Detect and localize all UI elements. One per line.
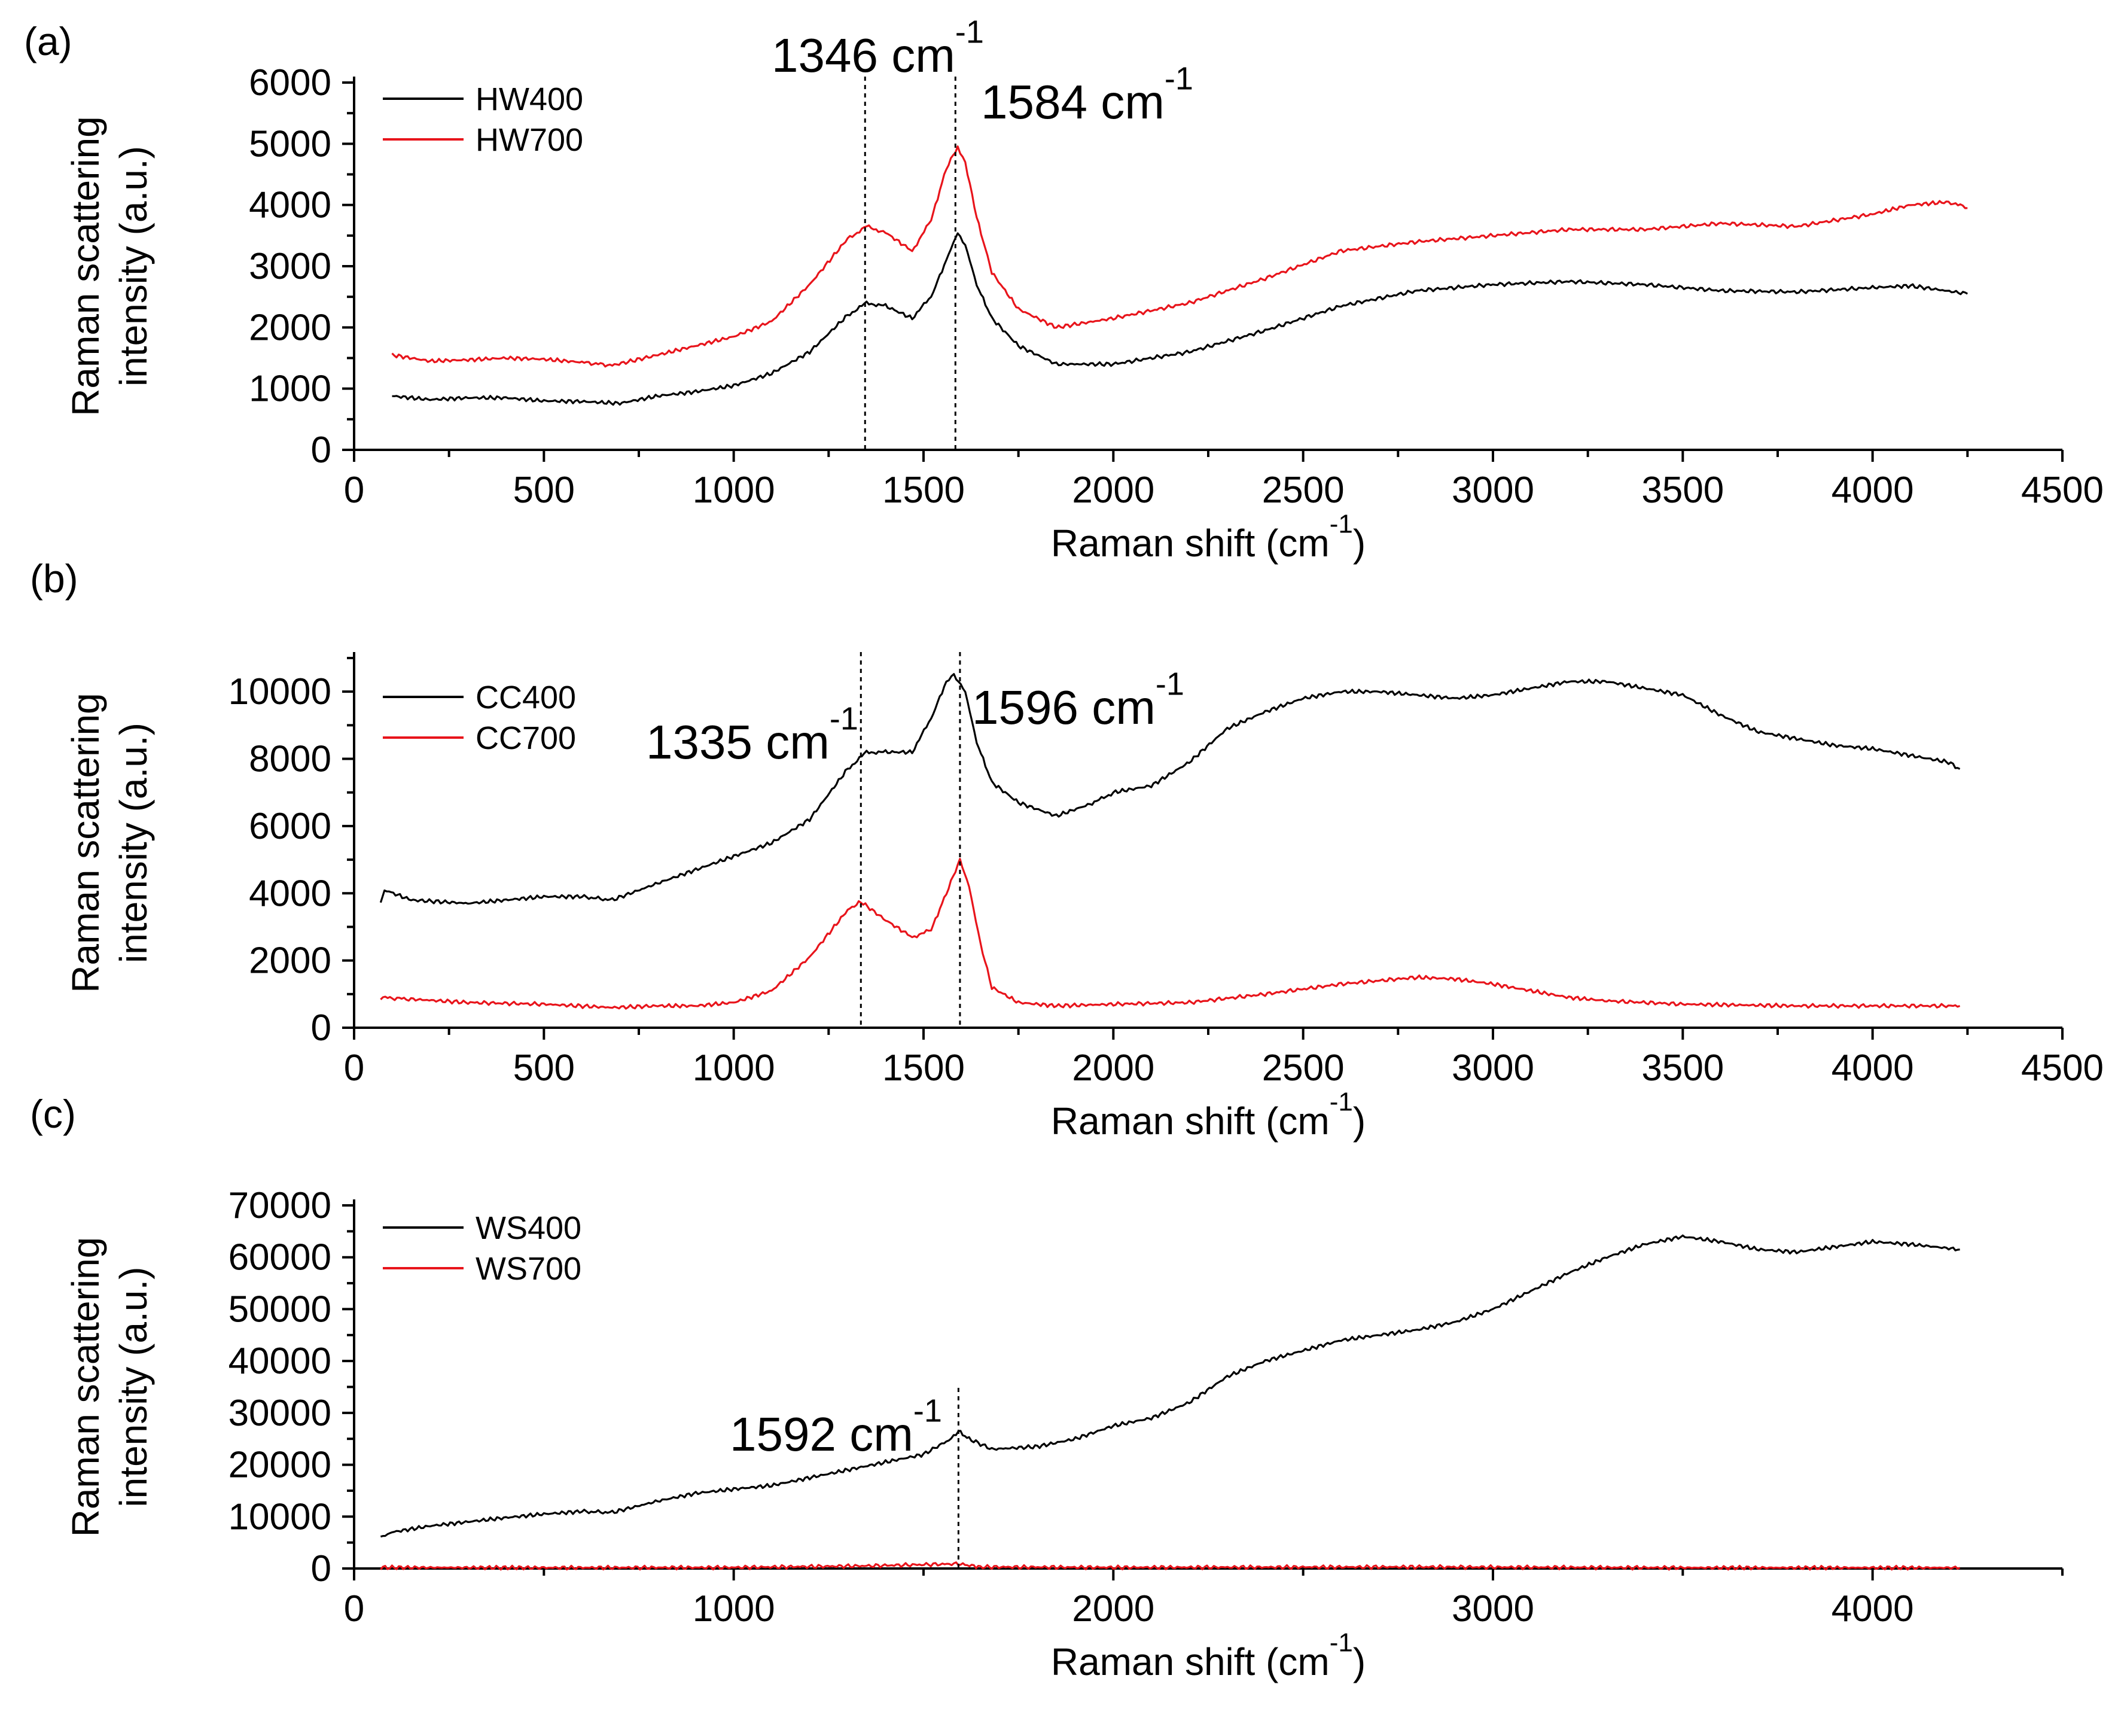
x-tick-label: 2000: [1072, 1047, 1154, 1089]
x-tick-label: 4000: [1832, 470, 1914, 511]
x-tick-label: 1000: [693, 1047, 775, 1089]
x-tick-label: 4500: [2021, 470, 2104, 511]
peak-label: 1592 cm-1: [730, 1393, 942, 1461]
series-line-cc700: [380, 858, 1961, 1010]
x-tick-label: 2000: [1072, 1588, 1154, 1630]
x-tick-label: 1000: [693, 470, 775, 511]
x-axis-title: Raman shift (cm-1): [1051, 1087, 1366, 1143]
x-tick-label: 2500: [1262, 470, 1345, 511]
axes-frame: [353, 77, 2062, 451]
legend-label: HW700: [476, 122, 583, 158]
legend-label: WS400: [476, 1210, 581, 1246]
y-tick-label: 2000: [249, 940, 331, 982]
x-tick-label: 3000: [1452, 470, 1534, 511]
peak-label: 1584 cm-1: [981, 60, 1193, 129]
y-tick-label: 0: [311, 1007, 331, 1049]
panel-a: (a) 0 500 1000 1500 2000 2500 3000 3500 4000 4500 0…: [24, 14, 2104, 565]
x-tick-label: 2500: [1262, 1047, 1345, 1089]
y-axis-title: Raman scattering intensity (a.u.): [64, 693, 155, 993]
series-line-ws700: [380, 1561, 1961, 1571]
y-tick-label: 4000: [249, 873, 331, 914]
legend-label: WS700: [476, 1251, 581, 1287]
y-tick-label: 5000: [249, 123, 331, 165]
y-tick-label: 10000: [228, 1496, 331, 1537]
x-tick-label: 1000: [693, 1588, 775, 1630]
x-tick-label: 0: [344, 1047, 364, 1089]
peak-label: 1346 cm-1: [772, 14, 984, 82]
y-tick-label: 50000: [228, 1289, 331, 1330]
y-tick-label: 30000: [228, 1393, 331, 1434]
y-tick-label: 4000: [249, 185, 331, 226]
x-tick-label: 3500: [1641, 1047, 1724, 1089]
chart-panels: (a) 0 500 1000 1500 2000 2500 3000 3500 4000 4500 0…: [24, 14, 2104, 1683]
y-tick-label: 8000: [249, 739, 331, 780]
legend-label: HW400: [476, 81, 583, 117]
x-tick-label: 500: [513, 470, 575, 511]
x-tick-label: 4000: [1832, 1047, 1914, 1089]
y-tick-label: 3000: [249, 246, 331, 287]
series-line-cc400: [379, 673, 1961, 905]
y-tick-label: 1000: [249, 368, 331, 410]
axes-frame: [353, 1199, 2062, 1570]
y-axis-title: Raman scattering intensity (a.u.): [64, 1237, 155, 1537]
y-tick-label: 40000: [228, 1341, 331, 1382]
panel-c: (c)0 1000 2000 3000 400001000020000300004000…: [30, 1092, 2064, 1683]
peak-label: 1335 cm-1: [646, 701, 858, 769]
y-tick-label: 60000: [228, 1237, 331, 1278]
y-tick-label: 2000: [249, 307, 331, 348]
y-tick-label: 70000: [228, 1185, 331, 1226]
y-tick-label: 20000: [228, 1445, 331, 1486]
axes-frame: [353, 652, 2062, 1029]
legend-label: CC400: [476, 680, 576, 715]
y-axis-title: Raman scattering intensity (a.u.): [64, 116, 155, 416]
legend-label: CC700: [476, 720, 576, 756]
panel-label: (a): [24, 19, 72, 63]
x-axis-title: Raman shift (cm-1): [1051, 1628, 1366, 1683]
x-tick-label: 1500: [882, 1047, 965, 1089]
x-tick-label: 4500: [2021, 1047, 2104, 1089]
y-tick-label: 0: [311, 1548, 331, 1589]
y-tick-label: 0: [311, 430, 331, 471]
x-tick-label: 2000: [1072, 470, 1154, 511]
panel-label: (c): [30, 1092, 76, 1136]
x-tick-label: 4000: [1832, 1588, 1914, 1630]
x-axis-title: Raman shift (cm-1): [1051, 509, 1366, 565]
panel-label: (b): [30, 556, 78, 601]
peak-label: 1596 cm-1: [972, 666, 1184, 734]
x-tick-label: 3000: [1452, 1047, 1534, 1089]
y-tick-label: 6000: [249, 806, 331, 847]
x-tick-label: 500: [513, 1047, 575, 1089]
x-tick-label: 3000: [1452, 1588, 1534, 1630]
x-tick-label: 0: [344, 1588, 364, 1630]
series-line-ws400: [380, 1234, 1960, 1538]
y-tick-label: 6000: [249, 62, 331, 103]
series-line-hw400: [392, 232, 1968, 406]
x-tick-label: 0: [344, 470, 364, 511]
panel-b: (b) 0 500 1000 1500 2000 2500 3000 3500 4000 4500 0…: [30, 556, 2104, 1143]
series-line-hw700: [391, 145, 1968, 368]
x-tick-label: 3500: [1641, 470, 1724, 511]
x-tick-label: 1500: [882, 470, 965, 511]
y-tick-label: 10000: [228, 671, 331, 712]
